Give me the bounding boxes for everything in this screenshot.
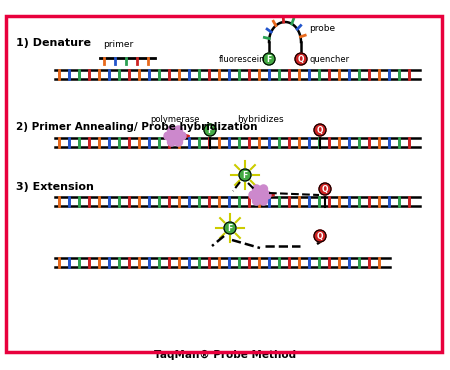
Text: Q: Q — [298, 54, 304, 64]
Circle shape — [224, 222, 236, 234]
Text: fluorescein: fluorescein — [219, 54, 265, 64]
Circle shape — [167, 138, 176, 146]
Circle shape — [260, 197, 267, 205]
Circle shape — [263, 53, 275, 65]
Circle shape — [319, 183, 331, 195]
Text: 2) Primer Annealing/ Probe hybridization: 2) Primer Annealing/ Probe hybridization — [16, 122, 257, 132]
Circle shape — [263, 191, 271, 199]
Text: Q: Q — [317, 125, 323, 135]
Circle shape — [252, 187, 268, 203]
Circle shape — [239, 169, 251, 181]
Circle shape — [175, 126, 183, 134]
Circle shape — [252, 197, 261, 205]
Text: 1) Denature: 1) Denature — [16, 38, 91, 48]
Text: F: F — [207, 125, 212, 135]
Text: hybridizes: hybridizes — [237, 115, 284, 124]
Text: probe: probe — [309, 24, 335, 33]
Circle shape — [167, 126, 176, 134]
Text: TaqMan® Probe Method: TaqMan® Probe Method — [154, 350, 296, 360]
Text: F: F — [266, 54, 272, 64]
Circle shape — [249, 191, 257, 199]
Text: Q: Q — [322, 185, 328, 194]
Circle shape — [164, 132, 172, 140]
Circle shape — [252, 185, 261, 193]
Circle shape — [178, 132, 186, 140]
Text: Q: Q — [317, 232, 323, 240]
Text: quencher: quencher — [309, 54, 349, 64]
Circle shape — [175, 138, 183, 146]
Circle shape — [295, 53, 307, 65]
Text: 3) Extension: 3) Extension — [16, 182, 94, 192]
Circle shape — [167, 128, 183, 144]
Circle shape — [204, 124, 216, 136]
Text: primer: primer — [103, 40, 133, 49]
Text: polymerase: polymerase — [150, 115, 200, 124]
Circle shape — [314, 230, 326, 242]
Circle shape — [314, 124, 326, 136]
Circle shape — [260, 185, 267, 193]
Text: F: F — [227, 223, 233, 232]
Text: F: F — [243, 171, 248, 179]
